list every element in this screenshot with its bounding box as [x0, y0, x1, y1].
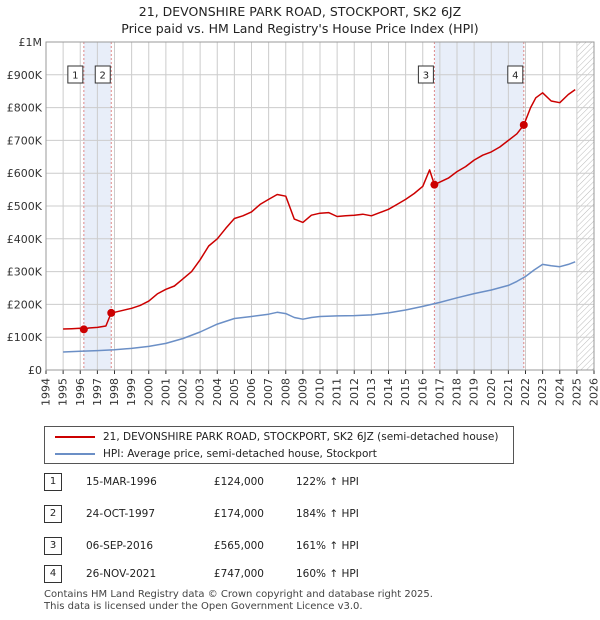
title-line-1: 21, DEVONSHIRE PARK ROAD, STOCKPORT, SK2…	[138, 4, 462, 19]
y-tick-label: £100K	[7, 331, 43, 344]
y-tick-label: £1M	[19, 36, 43, 49]
x-tick-label: 2024	[553, 378, 566, 406]
x-tick-label: 2020	[485, 378, 498, 406]
transaction-hpi: 184% ↑ HPI	[296, 508, 359, 520]
x-tick-label: 2001	[159, 378, 172, 406]
hpi-line	[63, 261, 576, 353]
x-tick-label: 2022	[519, 378, 532, 406]
transaction-date: 24-OCT-1997	[86, 508, 155, 520]
table-row: 2 24-OCT-1997 £174,000 184% ↑ HPI	[44, 504, 504, 524]
transaction-hpi: 161% ↑ HPI	[296, 540, 359, 552]
y-tick-label: £300K	[7, 266, 43, 279]
x-tick-label: 2016	[416, 378, 429, 406]
sale-label-box	[507, 65, 524, 84]
title-line-2: Price paid vs. HM Land Registry's House …	[121, 21, 479, 36]
legend-label-property: 21, DEVONSHIRE PARK ROAD, STOCKPORT, SK2…	[103, 431, 499, 443]
transaction-number: 2	[44, 505, 62, 523]
legend-item-property: 21, DEVONSHIRE PARK ROAD, STOCKPORT, SK2…	[55, 429, 498, 445]
x-tick-label: 2018	[451, 378, 464, 406]
sale-label-box	[94, 65, 111, 84]
transaction-date: 15-MAR-1996	[86, 476, 157, 488]
x-tick-label: 2021	[502, 378, 515, 406]
x-tick-label: 1997	[91, 378, 104, 406]
transaction-hpi: 160% ↑ HPI	[296, 568, 359, 580]
x-tick-label: 2000	[142, 378, 155, 406]
x-tick-label: 2015	[399, 378, 412, 406]
transaction-date: 26-NOV-2021	[86, 568, 157, 580]
x-tick-label: 2014	[382, 378, 395, 406]
footer: Contains HM Land Registry data © Crown c…	[44, 589, 433, 613]
x-tick-label: 1995	[57, 378, 70, 406]
y-tick-label: £500K	[7, 200, 43, 213]
property-price-line	[63, 88, 576, 331]
x-tick-label: 1999	[125, 378, 138, 406]
sale-label: 3	[423, 71, 429, 82]
transaction-number: 3	[44, 537, 62, 555]
y-tick-label: £800K	[7, 102, 43, 115]
transaction-price: £747,000	[213, 568, 264, 580]
sale-point	[107, 308, 116, 317]
sale-label-box	[67, 65, 84, 84]
y-tick-label: £200K	[7, 298, 43, 311]
x-tick-label: 2004	[211, 378, 224, 406]
transaction-date: 06-SEP-2016	[86, 540, 154, 552]
y-tick-label: £700K	[7, 134, 43, 147]
x-tick-label: 2007	[262, 378, 275, 406]
x-tick-label: 2013	[365, 378, 378, 406]
table-row: 1 15-MAR-1996 £124,000 122% ↑ HPI	[44, 472, 504, 492]
transaction-number: 1	[44, 473, 62, 491]
y-tick-label: £0	[28, 364, 42, 377]
x-tick-label: 2006	[245, 378, 258, 406]
transaction-price: £174,000	[213, 508, 264, 520]
x-tick-label: 1998	[108, 378, 121, 406]
x-tick-label: 1996	[74, 378, 87, 406]
legend-swatch-hpi	[55, 453, 95, 455]
transaction-hpi: 122% ↑ HPI	[296, 476, 359, 488]
table-row: 4 26-NOV-2021 £747,000 160% ↑ HPI	[44, 564, 504, 584]
sale-point	[430, 180, 439, 189]
x-tick-label: 1994	[40, 378, 53, 406]
sale-point	[79, 325, 88, 334]
footer-line-1: Contains HM Land Registry data © Crown c…	[44, 589, 433, 600]
x-tick-label: 2026	[588, 378, 600, 406]
plot-border	[45, 41, 595, 371]
sale-label: 4	[512, 71, 518, 82]
sale-label-box	[417, 65, 434, 84]
x-tick-label: 2010	[314, 378, 327, 406]
legend-item-hpi: HPI: Average price, semi-detached house,…	[55, 446, 377, 462]
x-tick-label: 2011	[331, 378, 344, 406]
price-chart: £0 £100K £200K £300K £400K £500K £600K £700K £80…	[7, 36, 600, 406]
legend: 21, DEVONSHIRE PARK ROAD, STOCKPORT, SK2…	[44, 426, 514, 464]
x-tick-label: 2002	[177, 378, 190, 406]
legend-swatch-property	[55, 436, 95, 438]
sale-point	[519, 120, 528, 129]
x-tick-label: 2023	[536, 378, 549, 406]
chart-title: 21, DEVONSHIRE PARK ROAD, STOCKPORT, SK2…	[0, 3, 600, 37]
footer-line-2: This data is licensed under the Open Gov…	[44, 601, 363, 612]
x-tick-label: 2003	[194, 378, 207, 406]
x-tick-label: 2012	[348, 378, 361, 406]
sale-label: 2	[100, 71, 106, 82]
y-tick-label: £600K	[7, 167, 43, 180]
x-tick-label: 2019	[468, 378, 481, 406]
y-tick-label: £400K	[7, 233, 43, 246]
table-row: 3 06-SEP-2016 £565,000 161% ↑ HPI	[44, 536, 504, 556]
transaction-price: £565,000	[213, 540, 264, 552]
x-tick-label: 2025	[570, 378, 583, 406]
x-tick-label: 2009	[296, 378, 309, 406]
x-tick-label: 2017	[433, 378, 446, 406]
x-tick-label: 2005	[228, 378, 241, 406]
legend-label-hpi: HPI: Average price, semi-detached house,…	[103, 448, 377, 460]
transaction-number: 4	[44, 565, 62, 583]
transaction-price: £124,000	[213, 476, 264, 488]
sale-label: 1	[72, 71, 78, 82]
x-tick-label: 2008	[279, 378, 292, 406]
y-tick-label: £900K	[7, 69, 43, 82]
